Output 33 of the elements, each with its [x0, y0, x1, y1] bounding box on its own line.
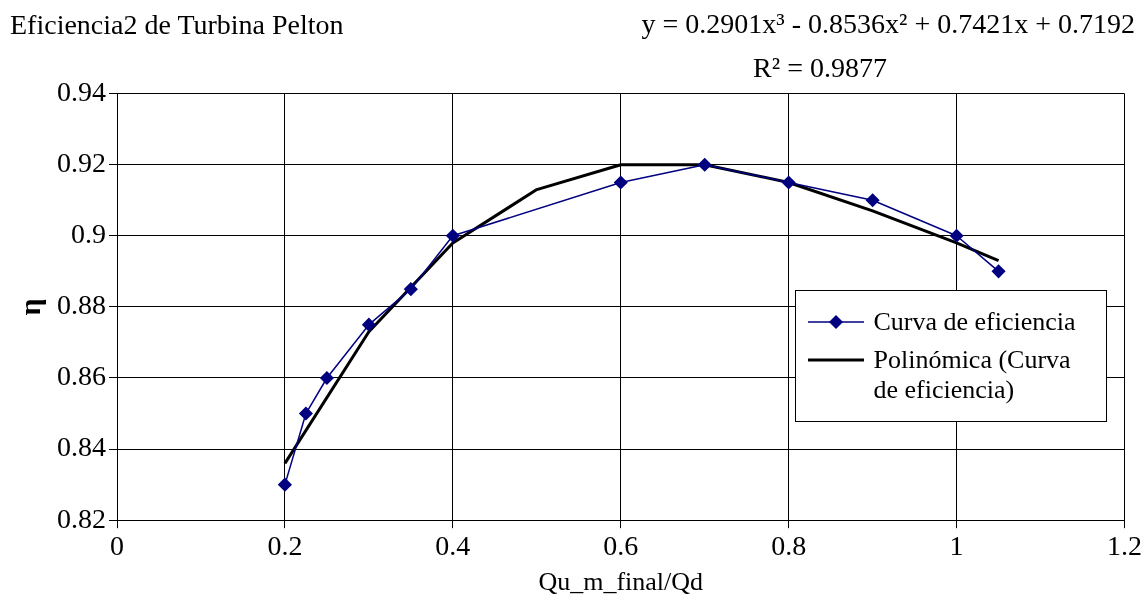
x-tick-label: 0.8: [771, 530, 807, 562]
point: [362, 317, 376, 332]
legend-label: Curva de eficiencia: [873, 306, 1076, 337]
point: [278, 477, 292, 492]
point: [614, 175, 628, 190]
point: [865, 193, 880, 207]
point: [446, 229, 460, 243]
y-tick-label: 0.94: [57, 75, 106, 107]
y-axis-title: η: [12, 298, 46, 316]
legend-label: Polinómica (Curva de eficiencia): [873, 344, 1072, 405]
x-axis-title: Qu_m_final/Qd: [538, 567, 704, 597]
point: [991, 264, 1006, 279]
point: [299, 406, 313, 421]
point: [949, 229, 964, 243]
text: R² = 0.9877: [753, 52, 887, 84]
point: [320, 371, 334, 385]
y-tick-label: 0.82: [57, 502, 106, 534]
point: [781, 175, 796, 190]
x-tick-label: 1.2: [1107, 530, 1142, 562]
point: [404, 282, 418, 296]
y-tick-label: 0.9: [71, 218, 106, 250]
x-tick-label: 0.2: [267, 530, 303, 562]
chart-title: Eficiencia2 de Turbina Pelton: [10, 9, 344, 41]
y-tick-label: 0.84: [57, 431, 106, 463]
y-tick-label: 0.86: [57, 360, 106, 392]
point: [697, 157, 712, 172]
x-tick-label: 0: [110, 530, 124, 562]
x-tick-label: 0.4: [435, 530, 471, 562]
x-tick-label: 1: [949, 530, 964, 562]
x-tick-label: 0.6: [603, 530, 639, 562]
y-tick-label: 0.92: [57, 147, 106, 179]
y-tick-label: 0.88: [57, 289, 106, 321]
text: y = 0.2901x³ - 0.8536x² + 0.7421x + 0.7192: [641, 8, 1135, 40]
